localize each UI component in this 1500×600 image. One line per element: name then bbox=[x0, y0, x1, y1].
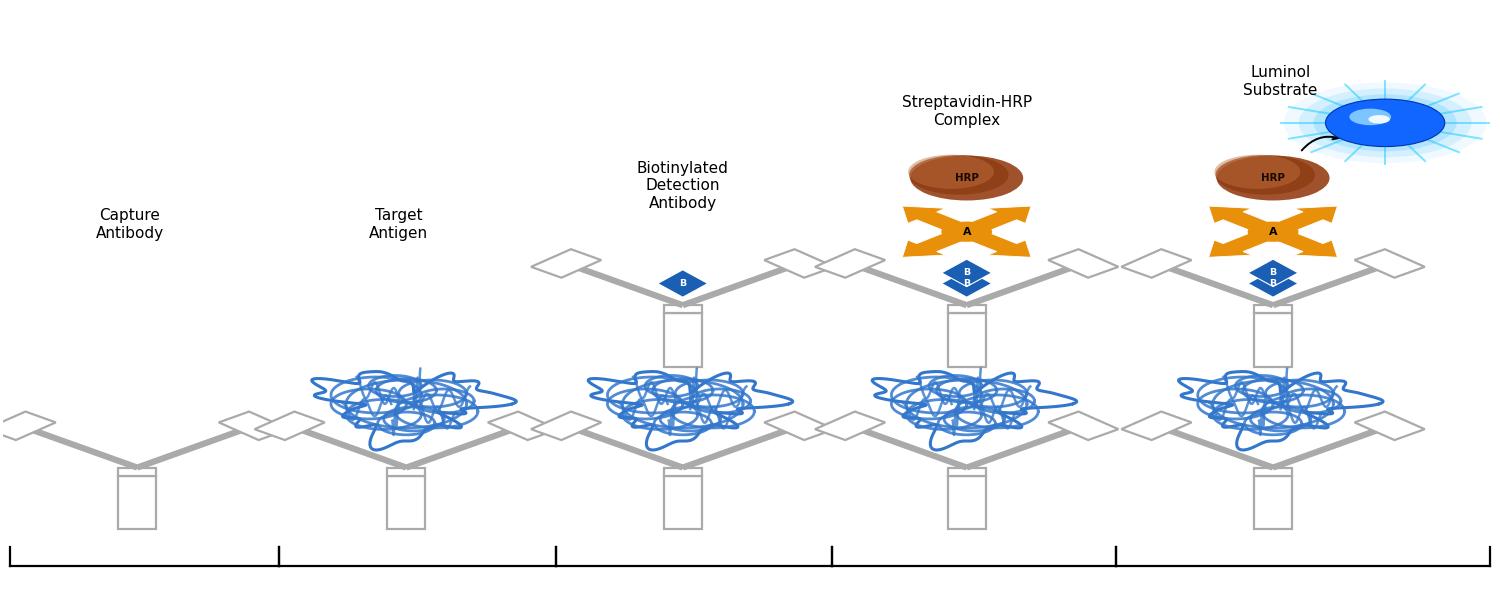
Circle shape bbox=[909, 155, 1008, 194]
Bar bbox=[118, 467, 156, 476]
Circle shape bbox=[1326, 99, 1444, 146]
Circle shape bbox=[1314, 94, 1456, 151]
Circle shape bbox=[1284, 83, 1486, 163]
Circle shape bbox=[1350, 109, 1390, 125]
Polygon shape bbox=[1248, 270, 1298, 297]
Polygon shape bbox=[1048, 412, 1119, 440]
Polygon shape bbox=[1248, 259, 1298, 287]
Polygon shape bbox=[942, 270, 992, 297]
Bar bbox=[664, 313, 702, 367]
Polygon shape bbox=[531, 412, 602, 440]
Polygon shape bbox=[0, 412, 56, 440]
Polygon shape bbox=[1354, 249, 1425, 278]
Polygon shape bbox=[1048, 249, 1119, 278]
Circle shape bbox=[910, 155, 1023, 200]
Circle shape bbox=[1368, 115, 1390, 124]
Circle shape bbox=[1216, 155, 1329, 200]
Text: HRP: HRP bbox=[1262, 173, 1286, 183]
Text: Biotinylated
Detection
Antibody: Biotinylated Detection Antibody bbox=[638, 161, 729, 211]
Bar bbox=[664, 476, 702, 529]
Polygon shape bbox=[219, 412, 290, 440]
Polygon shape bbox=[1263, 206, 1338, 236]
Text: Capture
Antibody: Capture Antibody bbox=[96, 208, 164, 241]
Polygon shape bbox=[531, 249, 602, 278]
Polygon shape bbox=[815, 249, 885, 278]
Polygon shape bbox=[1263, 228, 1338, 257]
Polygon shape bbox=[657, 270, 708, 297]
Text: B: B bbox=[963, 268, 970, 277]
Polygon shape bbox=[942, 259, 992, 287]
Polygon shape bbox=[488, 412, 558, 440]
Polygon shape bbox=[957, 206, 1030, 236]
Bar bbox=[1254, 305, 1292, 313]
Circle shape bbox=[1248, 221, 1299, 242]
Polygon shape bbox=[903, 228, 977, 257]
Text: Luminol
Substrate: Luminol Substrate bbox=[1244, 65, 1317, 98]
Text: B: B bbox=[1269, 268, 1276, 277]
Bar bbox=[118, 476, 156, 529]
Polygon shape bbox=[903, 206, 977, 236]
Text: B: B bbox=[1269, 279, 1276, 288]
Text: B: B bbox=[680, 279, 687, 288]
Bar bbox=[1254, 313, 1292, 367]
Text: A: A bbox=[963, 227, 970, 236]
Polygon shape bbox=[765, 412, 834, 440]
Circle shape bbox=[942, 221, 992, 242]
Bar bbox=[948, 305, 986, 313]
Circle shape bbox=[1215, 155, 1300, 189]
Polygon shape bbox=[815, 412, 885, 440]
Circle shape bbox=[908, 155, 995, 189]
Bar bbox=[1254, 476, 1292, 529]
Bar bbox=[664, 467, 702, 476]
Polygon shape bbox=[1209, 206, 1282, 236]
Polygon shape bbox=[765, 249, 834, 278]
Polygon shape bbox=[1122, 249, 1191, 278]
Text: Streptavidin-HRP
Complex: Streptavidin-HRP Complex bbox=[902, 95, 1032, 128]
Polygon shape bbox=[1354, 412, 1425, 440]
Text: A: A bbox=[1269, 227, 1278, 236]
Polygon shape bbox=[957, 228, 1030, 257]
Text: Target
Antigen: Target Antigen bbox=[369, 208, 429, 241]
Text: HRP: HRP bbox=[956, 173, 978, 183]
Polygon shape bbox=[255, 412, 326, 440]
Bar bbox=[387, 476, 424, 529]
Polygon shape bbox=[1122, 412, 1191, 440]
Bar bbox=[387, 467, 424, 476]
Bar bbox=[948, 313, 986, 367]
Polygon shape bbox=[1209, 228, 1282, 257]
Bar bbox=[948, 476, 986, 529]
Text: B: B bbox=[963, 279, 970, 288]
Bar bbox=[948, 467, 986, 476]
Bar bbox=[1254, 467, 1292, 476]
Circle shape bbox=[1215, 155, 1316, 194]
Bar bbox=[664, 305, 702, 313]
Circle shape bbox=[1299, 88, 1472, 157]
